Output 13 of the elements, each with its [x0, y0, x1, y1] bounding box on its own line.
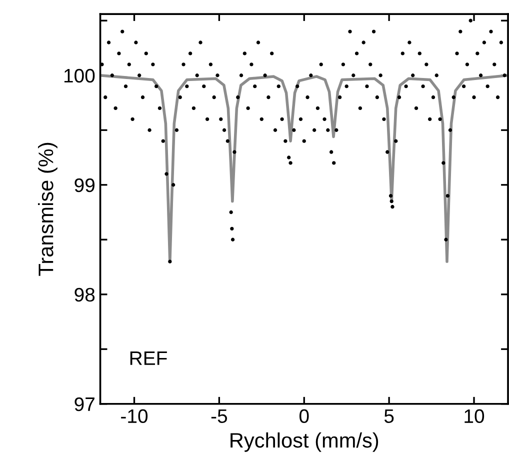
y-tick-label: 99 — [74, 178, 94, 192]
x-tick-label: 10 — [464, 409, 484, 424]
x-tick-label: -5 — [211, 409, 228, 424]
x-axis-title: Rychlost (mm/s) — [230, 432, 378, 452]
y-tick-label: 100 — [64, 68, 95, 83]
x-tick-label: 0 — [299, 409, 309, 424]
y-tick-label: 97 — [74, 397, 94, 412]
annotation: REF — [130, 352, 167, 365]
line-series — [100, 74, 508, 263]
y-tick-label: 98 — [74, 288, 95, 302]
y-axis-title: Transmise (%) — [38, 142, 58, 276]
x-tick-label: 5 — [384, 409, 394, 424]
x-tick-label: -10 — [121, 409, 148, 424]
